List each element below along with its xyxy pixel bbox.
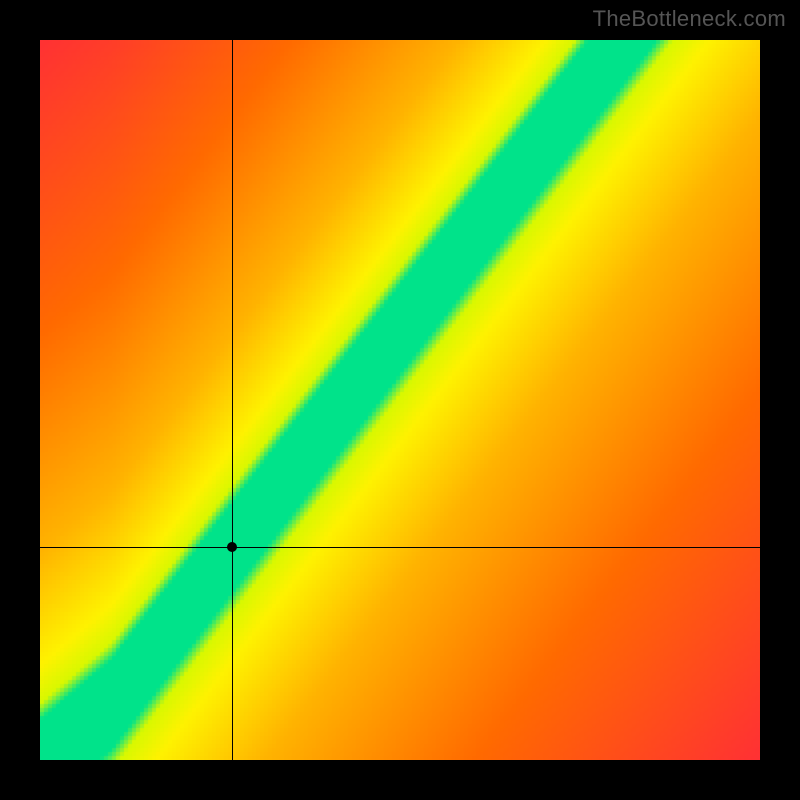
- crosshair-vertical: [232, 40, 233, 760]
- chart-container: TheBottleneck.com: [0, 0, 800, 800]
- marker-dot: [227, 542, 237, 552]
- crosshair-horizontal: [40, 547, 760, 548]
- watermark-text: TheBottleneck.com: [593, 6, 786, 32]
- heatmap-canvas: [40, 40, 760, 760]
- plot-area: [40, 40, 760, 760]
